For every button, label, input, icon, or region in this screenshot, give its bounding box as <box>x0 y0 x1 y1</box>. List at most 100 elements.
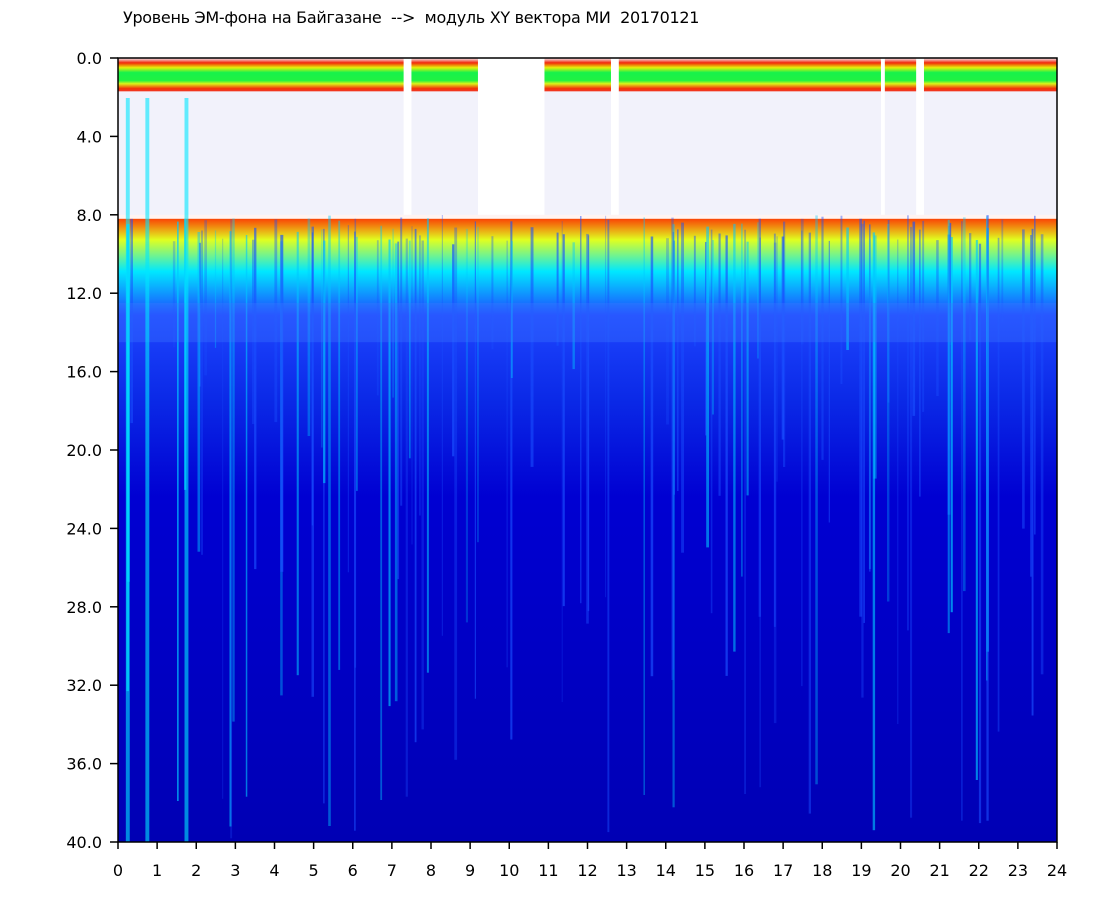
quiet-interval <box>403 58 412 215</box>
x-tick-label: 7 <box>387 861 397 880</box>
streak <box>705 242 707 436</box>
streak <box>741 223 743 577</box>
x-tick-label: 5 <box>309 861 319 880</box>
x-tick-label: 18 <box>812 861 832 880</box>
streak <box>296 231 299 676</box>
streak <box>840 215 843 384</box>
streak <box>586 233 589 624</box>
streak <box>986 215 989 821</box>
x-tick-label: 24 <box>1047 861 1067 880</box>
streak <box>426 218 429 673</box>
streak <box>172 241 176 348</box>
streak <box>562 234 565 607</box>
streak <box>556 232 559 346</box>
streak <box>887 220 890 403</box>
x-tick-label: 3 <box>230 861 240 880</box>
streak <box>815 215 818 785</box>
x-tick-label: 0 <box>113 861 123 880</box>
streak <box>214 230 217 348</box>
streak <box>773 242 777 724</box>
streak <box>510 241 513 378</box>
streak <box>672 224 675 808</box>
axes: 0.0 4.0 8.0 12.0 16.0 20.0 24.0 28.0 32.0 36.0 40.… <box>66 49 1067 880</box>
streak <box>910 226 913 818</box>
streak <box>986 216 988 681</box>
streak <box>506 240 508 668</box>
streak <box>474 221 476 699</box>
streak <box>861 223 864 698</box>
streak <box>919 229 921 497</box>
quiet-interval <box>880 58 885 215</box>
streak <box>947 219 950 634</box>
streak <box>800 218 804 345</box>
streak <box>388 239 391 707</box>
streak <box>347 225 349 573</box>
streak <box>197 232 201 552</box>
streak <box>744 229 746 794</box>
x-tick-label: 21 <box>929 861 949 880</box>
streak <box>130 218 133 424</box>
streak <box>693 235 696 347</box>
streak <box>1040 234 1044 675</box>
streak <box>400 217 403 506</box>
x-tick-label: 9 <box>465 861 475 880</box>
streak <box>321 229 323 448</box>
streak <box>912 221 916 416</box>
streak <box>587 235 590 612</box>
streak <box>561 221 563 703</box>
y-tick-label: 32.0 <box>66 676 102 695</box>
streak <box>725 235 728 676</box>
streak <box>776 236 778 482</box>
x-tick-label: 11 <box>538 861 558 880</box>
bright-streak <box>125 98 130 842</box>
streak <box>869 224 871 572</box>
quiet-interval <box>916 58 924 215</box>
streak <box>859 218 863 617</box>
streak <box>733 223 736 652</box>
streak <box>677 229 679 491</box>
streak <box>673 240 675 495</box>
streak <box>338 220 341 670</box>
chart-title: Уровень ЭМ-фона на Байгазане --> модуль … <box>123 8 700 27</box>
x-tick-label: 17 <box>773 861 793 880</box>
x-tick-label: 10 <box>499 861 519 880</box>
streak <box>672 231 675 669</box>
streak <box>922 220 925 412</box>
streak <box>232 218 235 722</box>
x-tick-label: 1 <box>152 861 162 880</box>
streak <box>230 219 233 839</box>
streak <box>961 221 963 821</box>
streak <box>254 227 257 570</box>
streak <box>907 215 909 631</box>
streak <box>530 227 534 467</box>
streak <box>245 235 248 797</box>
streak <box>1022 229 1025 529</box>
streak <box>405 238 408 797</box>
streak <box>897 239 899 724</box>
streak <box>376 240 379 396</box>
streak <box>757 222 759 359</box>
streak <box>580 216 582 604</box>
streak <box>863 220 865 623</box>
streak <box>1030 235 1033 577</box>
streak <box>605 215 607 598</box>
active-band <box>118 58 1057 219</box>
streak <box>887 224 890 602</box>
streak <box>746 241 749 496</box>
streak <box>380 225 383 801</box>
streak <box>323 228 325 804</box>
streak <box>491 236 494 350</box>
streak <box>411 226 413 545</box>
bright-streak <box>184 98 189 842</box>
y-tick-label: 4.0 <box>77 127 102 146</box>
x-tick-label: 2 <box>191 861 201 880</box>
streak <box>963 217 966 592</box>
y-tick-label: 16.0 <box>66 363 102 382</box>
low-band-glow <box>118 214 1057 843</box>
streak <box>454 227 458 760</box>
x-tick-label: 12 <box>577 861 597 880</box>
streak <box>846 227 849 350</box>
y-tick-label: 24.0 <box>66 519 102 538</box>
streak <box>643 217 645 795</box>
